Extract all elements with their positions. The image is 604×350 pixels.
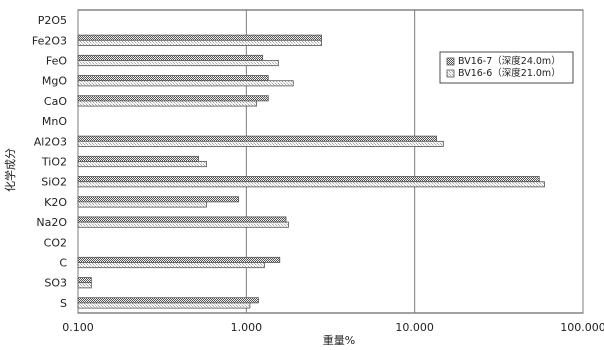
bar-series-b xyxy=(77,100,257,107)
bar-series-a xyxy=(77,196,240,203)
y-axis-title: 化学成分 xyxy=(3,148,17,192)
bar-series-a xyxy=(77,75,269,82)
bar-series-b xyxy=(77,80,294,87)
bar-series-a xyxy=(77,135,438,142)
value-axis-tick-labels: 0.100 1.000 10.000 100.000 xyxy=(62,321,604,334)
bar-series-b xyxy=(77,140,444,147)
bar-series-a xyxy=(77,216,287,223)
bar-series-b xyxy=(77,302,251,309)
bar-series-b xyxy=(77,39,323,46)
bar-series-a xyxy=(77,95,269,102)
bar-series-a xyxy=(77,155,199,162)
category-label: CO2 xyxy=(44,236,67,249)
legend-swatch-series-a xyxy=(446,57,455,66)
bar-series-b xyxy=(77,201,207,208)
bar-series-b xyxy=(77,181,545,188)
bar-series-b xyxy=(77,60,279,67)
bar-series-b xyxy=(77,262,265,269)
x-tick-label: 1.000 xyxy=(231,321,263,334)
bar-series-b xyxy=(77,282,92,289)
x-axis-title: 重量% xyxy=(323,333,355,347)
bar-series-b xyxy=(77,221,289,228)
category-label: FeO xyxy=(46,55,67,68)
category-label: SiO2 xyxy=(41,176,67,189)
x-tick-label: 10.000 xyxy=(395,321,434,334)
category-label: MnO xyxy=(42,115,67,128)
bar-series-a xyxy=(77,277,92,284)
category-label: S xyxy=(60,297,67,310)
category-label: SO3 xyxy=(44,277,67,290)
legend-swatch-series-b xyxy=(446,69,455,78)
category-label: TiO2 xyxy=(41,156,67,169)
bar-series xyxy=(77,34,545,309)
category-label: Fe2O3 xyxy=(32,34,67,47)
category-label: CaO xyxy=(44,95,67,108)
bar-series-a xyxy=(77,34,323,41)
bar-series-a xyxy=(77,54,264,61)
category-label: K2O xyxy=(44,196,67,209)
bar-series-a xyxy=(77,297,259,304)
legend-label-series-a: BV16-7（深度24.0m） xyxy=(458,55,561,67)
legend-box xyxy=(439,51,574,84)
bar-series-a xyxy=(77,176,540,183)
category-label: P2O5 xyxy=(38,14,67,27)
category-label: Al2O3 xyxy=(34,135,67,148)
category-label: Na2O xyxy=(36,216,67,229)
bar-series-b xyxy=(77,161,207,168)
x-tick-label: 0.100 xyxy=(62,321,94,334)
x-tick-label: 100.000 xyxy=(560,321,604,334)
category-axis-labels: P2O5 Fe2O3 FeO MgO CaO MnO Al2O3 TiO2 SiO2 K2O Na2… xyxy=(32,14,67,310)
legend: BV16-7（深度24.0m）BV16-6（深度21.0m） xyxy=(439,51,574,84)
category-label: MgO xyxy=(42,75,67,88)
legend-label-series-b: BV16-6（深度21.0m） xyxy=(458,67,561,79)
category-label: C xyxy=(59,257,67,270)
bar-series-a xyxy=(77,256,281,263)
